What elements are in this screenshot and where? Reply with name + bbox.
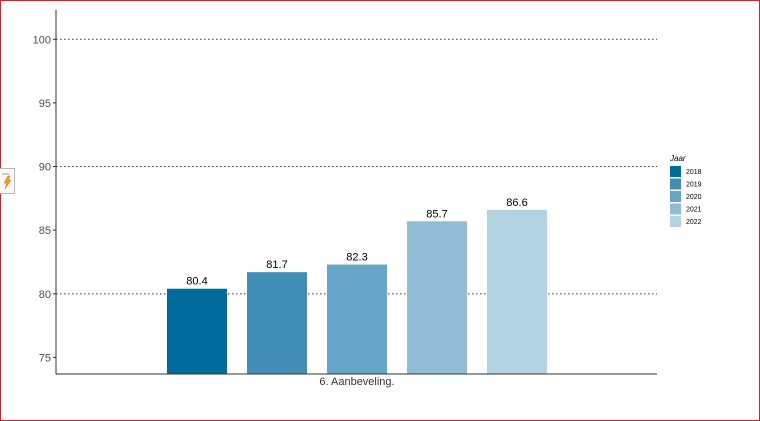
bar-2020 [327,264,387,374]
y-tick-label: 75 [39,352,51,364]
y-tick-label: 90 [39,162,51,174]
data-label-2022: 86.6 [506,197,527,209]
legend: Jaar 2018 2019 2020 2021 2022 [669,154,702,227]
data-label-2020: 82.3 [346,252,367,264]
y-tick-label: 85 [39,225,51,237]
category-label: 6. Aanbeveling. [319,376,394,388]
bar-2019 [247,272,307,374]
legend-title: Jaar [669,154,686,163]
legend-label-2021: 2021 [686,207,702,214]
legend-label-2020: 2020 [686,194,702,201]
data-label-2019: 81.7 [266,259,287,271]
legend-key-2018 [670,166,681,177]
data-label-2018: 80.4 [186,276,207,288]
bars [167,209,547,374]
bar-2018 [167,288,227,374]
y-ticks: 75 80 85 90 95 100 [33,34,56,364]
axes [55,10,657,375]
legend-label-2018: 2018 [686,169,702,176]
y-tick-label: 95 [39,98,51,110]
data-label-2021: 85.7 [426,208,447,220]
bar-2021 [407,221,467,374]
y-tick-label: 100 [33,34,51,46]
legend-key-2019 [670,178,681,190]
legend-label-2022: 2022 [686,219,702,226]
legend-label-2019: 2019 [686,182,702,189]
lightning-icon [2,173,12,190]
y-tick-label: 80 [39,289,51,301]
data-labels: 80.4 81.7 82.3 85.7 86.6 [186,197,527,288]
side-widget[interactable] [0,168,15,194]
bar-2022 [487,209,547,374]
legend-key-2020 [670,191,681,202]
legend-key-2021 [670,203,681,215]
legend-key-2022 [670,216,681,227]
